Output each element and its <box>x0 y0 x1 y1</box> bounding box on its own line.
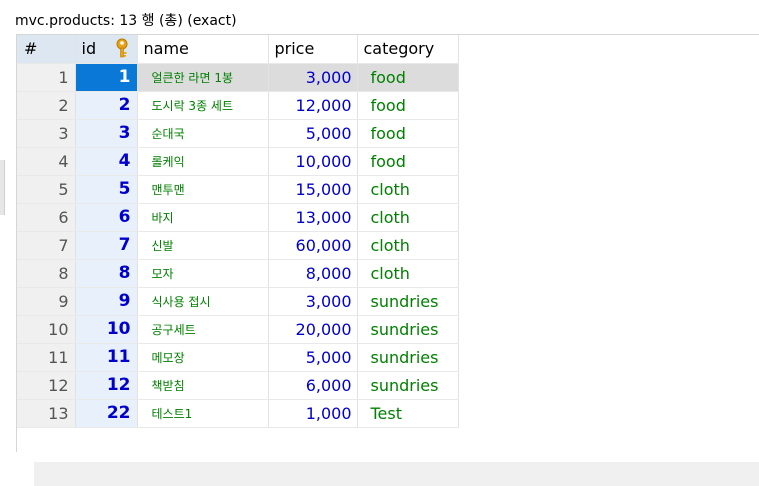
id-cell[interactable]: 12 <box>75 371 138 400</box>
header-row: # id name price category <box>17 35 459 64</box>
price-cell[interactable]: 1,000 <box>268 399 358 428</box>
result-title: mvc.products: 13 행 (총) (exact) <box>15 13 237 29</box>
price-cell[interactable]: 10,000 <box>268 147 358 176</box>
category-cell[interactable]: sundries <box>357 315 459 344</box>
price-cell[interactable]: 20,000 <box>268 315 358 344</box>
price-cell[interactable]: 5,000 <box>268 343 358 372</box>
splitter-handle[interactable] <box>0 160 5 215</box>
table-row[interactable]: 9 9 식사용 접시 3,000 sundries <box>17 287 459 316</box>
name-cell[interactable]: 공구세트 <box>137 315 269 344</box>
table-row[interactable]: 6 6 바지 13,000 cloth <box>17 203 459 232</box>
row-number-cell[interactable]: 11 <box>17 343 76 372</box>
category-cell[interactable]: food <box>357 119 459 148</box>
row-number-cell[interactable]: 12 <box>17 371 76 400</box>
category-cell[interactable]: Test <box>357 399 459 428</box>
row-number-cell[interactable]: 3 <box>17 119 76 148</box>
id-cell[interactable]: 2 <box>75 91 138 120</box>
price-cell[interactable]: 12,000 <box>268 91 358 120</box>
result-title-bar: mvc.products: 13 행 (총) (exact) <box>0 0 759 33</box>
name-cell[interactable]: 도시락 3종 세트 <box>137 91 269 120</box>
header-name[interactable]: name <box>137 35 269 64</box>
price-cell[interactable]: 6,000 <box>268 371 358 400</box>
row-number-cell[interactable]: 13 <box>17 399 76 428</box>
id-cell[interactable]: 1 <box>75 63 138 92</box>
name-cell[interactable]: 메모장 <box>137 343 269 372</box>
table-row[interactable]: 10 10 공구세트 20,000 sundries <box>17 315 459 344</box>
category-cell[interactable]: cloth <box>357 203 459 232</box>
name-cell[interactable]: 바지 <box>137 203 269 232</box>
row-number-cell[interactable]: 4 <box>17 147 76 176</box>
name-cell[interactable]: 순대국 <box>137 119 269 148</box>
grid-table: # id name price category 1 1 얼큰한 라면 1봉 3,00… <box>17 35 459 428</box>
row-number-cell[interactable]: 7 <box>17 231 76 260</box>
table-row[interactable]: 8 8 모자 8,000 cloth <box>17 259 459 288</box>
id-cell[interactable]: 3 <box>75 119 138 148</box>
header-id-label: id <box>81 39 97 59</box>
name-cell[interactable]: 테스트1 <box>137 399 269 428</box>
category-cell[interactable]: cloth <box>357 175 459 204</box>
price-cell[interactable]: 13,000 <box>268 203 358 232</box>
name-cell[interactable]: 식사용 접시 <box>137 287 269 316</box>
row-number-cell[interactable]: 9 <box>17 287 76 316</box>
name-cell[interactable]: 모자 <box>137 259 269 288</box>
price-cell[interactable]: 60,000 <box>268 231 358 260</box>
category-cell[interactable]: sundries <box>357 343 459 372</box>
id-cell[interactable]: 4 <box>75 147 138 176</box>
header-category[interactable]: category <box>357 35 459 64</box>
id-cell[interactable]: 9 <box>75 287 138 316</box>
row-number-cell[interactable]: 1 <box>17 63 76 92</box>
table-row[interactable]: 12 12 책받침 6,000 sundries <box>17 371 459 400</box>
row-number-cell[interactable]: 8 <box>17 259 76 288</box>
category-cell[interactable]: food <box>357 91 459 120</box>
table-row[interactable]: 5 5 맨투맨 15,000 cloth <box>17 175 459 204</box>
id-cell[interactable]: 10 <box>75 315 138 344</box>
category-cell[interactable]: food <box>357 147 459 176</box>
data-grid[interactable]: # id name price category 1 1 얼큰한 라면 1봉 3,00… <box>16 34 759 486</box>
row-number-cell[interactable]: 10 <box>17 315 76 344</box>
row-number-cell[interactable]: 6 <box>17 203 76 232</box>
header-id[interactable]: id <box>75 35 138 64</box>
id-cell[interactable]: 8 <box>75 259 138 288</box>
price-cell[interactable]: 3,000 <box>268 287 358 316</box>
category-cell[interactable]: cloth <box>357 259 459 288</box>
row-number-cell[interactable]: 5 <box>17 175 76 204</box>
row-number-cell[interactable]: 2 <box>17 91 76 120</box>
table-row[interactable]: 1 1 얼큰한 라면 1봉 3,000 food <box>17 63 459 92</box>
name-cell[interactable]: 롤케익 <box>137 147 269 176</box>
name-cell[interactable]: 얼큰한 라면 1봉 <box>137 63 269 92</box>
table-row[interactable]: 13 22 테스트1 1,000 Test <box>17 399 459 428</box>
category-cell[interactable]: sundries <box>357 371 459 400</box>
price-cell[interactable]: 5,000 <box>268 119 358 148</box>
table-row[interactable]: 2 2 도시락 3종 세트 12,000 food <box>17 91 459 120</box>
category-cell[interactable]: food <box>357 63 459 92</box>
name-cell[interactable]: 맨투맨 <box>137 175 269 204</box>
header-rownum[interactable]: # <box>17 35 76 64</box>
id-cell[interactable]: 7 <box>75 231 138 260</box>
id-cell[interactable]: 5 <box>75 175 138 204</box>
category-cell[interactable]: cloth <box>357 231 459 260</box>
name-cell[interactable]: 신발 <box>137 231 269 260</box>
price-cell[interactable]: 3,000 <box>268 63 358 92</box>
id-cell[interactable]: 22 <box>75 399 138 428</box>
category-cell[interactable]: sundries <box>357 287 459 316</box>
header-price[interactable]: price <box>268 35 358 64</box>
id-cell[interactable]: 6 <box>75 203 138 232</box>
grid-empty-area <box>34 462 759 486</box>
key-icon <box>116 38 127 58</box>
table-row[interactable]: 11 11 메모장 5,000 sundries <box>17 343 459 372</box>
id-cell[interactable]: 11 <box>75 343 138 372</box>
table-row[interactable]: 3 3 순대국 5,000 food <box>17 119 459 148</box>
price-cell[interactable]: 15,000 <box>268 175 358 204</box>
table-row[interactable]: 4 4 롤케익 10,000 food <box>17 147 459 176</box>
table-row[interactable]: 7 7 신발 60,000 cloth <box>17 231 459 260</box>
price-cell[interactable]: 8,000 <box>268 259 358 288</box>
name-cell[interactable]: 책받침 <box>137 371 269 400</box>
